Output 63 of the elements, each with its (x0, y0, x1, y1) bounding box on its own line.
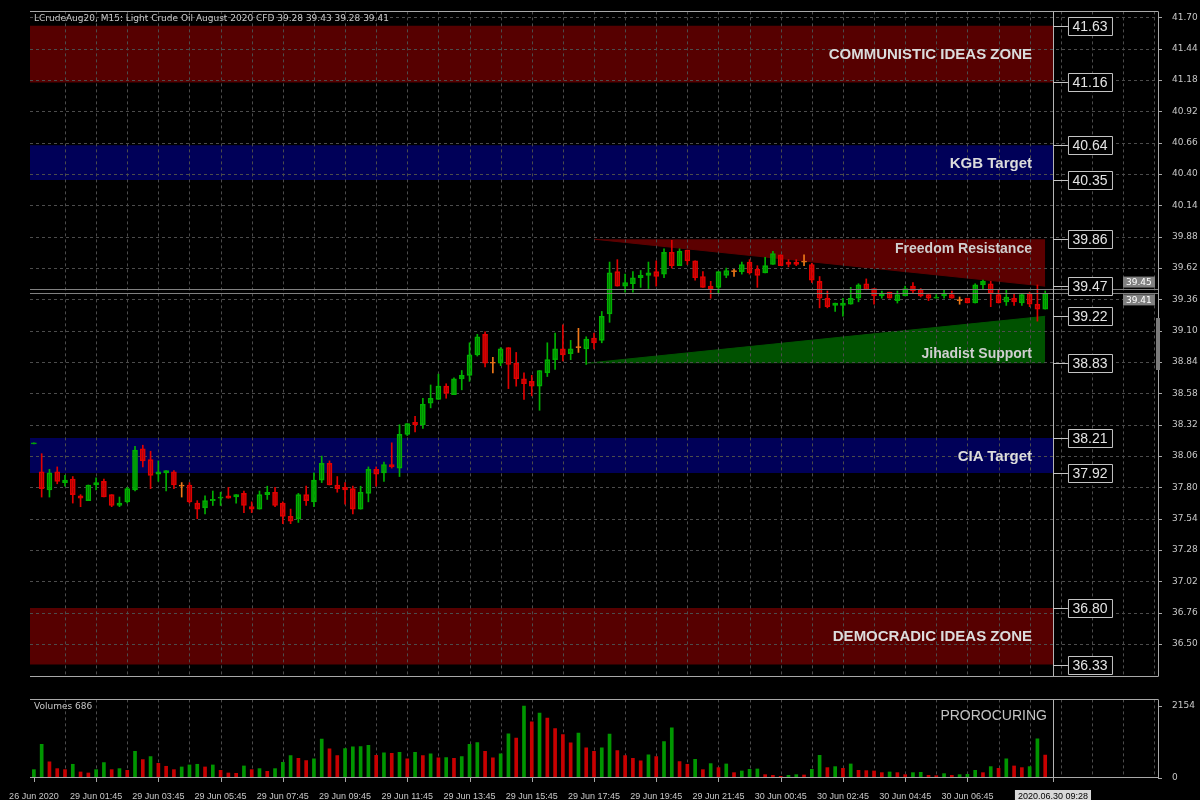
annotation: 40.35 (1072, 172, 1108, 189)
y-tick-label: 38.58 (1172, 387, 1199, 398)
x-tick-label: 29 Jun 01:45 (70, 790, 123, 800)
ref-line-label: 39.45 (1126, 276, 1152, 287)
y-tick-label: 37.02 (1172, 575, 1198, 586)
annotation: PROROCURING (940, 707, 1047, 724)
annotation: 36.33 (1072, 657, 1108, 674)
y-tick-label: 41.70 (1172, 11, 1199, 22)
x-tick-label: 29 Jun 13:45 (443, 790, 496, 800)
band-label: COMMUNISTIC IDEAS ZONE (828, 45, 1032, 63)
y-tick-label: 2154 (1172, 700, 1196, 711)
x-tick-label: 29 Jun 17:45 (567, 790, 621, 800)
annotation: 39.47 (1072, 278, 1108, 295)
y-tick-label: 38.32 (1172, 419, 1198, 430)
x-tick-label: 29 Jun 09:45 (319, 790, 372, 800)
y-tick-label: 37.54 (1172, 513, 1199, 524)
y-tick-label: 39.88 (1172, 231, 1199, 242)
ref-line-label: 39.41 (1126, 294, 1152, 305)
y-tick-label: 40.14 (1172, 199, 1199, 210)
x-tick-label: 30 Jun 04:45 (879, 790, 932, 800)
x-tick-label: 26 Jun 2020 (9, 790, 59, 800)
y-tick-label: 39.10 (1172, 325, 1199, 336)
annotation: 38.21 (1072, 430, 1108, 447)
x-tick-label: 2020.06.30 09:28 (1017, 790, 1089, 800)
y-tick-label: 0 (1172, 772, 1178, 783)
annotation: 39.22 (1072, 308, 1108, 325)
x-tick-label: 29 Jun 07:45 (256, 790, 309, 800)
x-tick-label: 29 Jun 03:45 (132, 790, 185, 800)
y-tick-label: 40.40 (1172, 168, 1199, 179)
y-tick-label: 36.76 (1172, 607, 1199, 618)
series-label: Freedom Resistance (895, 240, 1033, 257)
x-tick-label: 30 Jun 00:45 (754, 790, 807, 800)
band-label: DEMOCRADIC IDEAS ZONE (832, 627, 1032, 645)
annotation: 38.83 (1072, 355, 1108, 372)
y-tick-label: 39.36 (1172, 293, 1199, 304)
annotation: 36.80 (1072, 600, 1108, 617)
annotation: 41.63 (1072, 18, 1108, 35)
y-tick-label: 36.50 (1172, 638, 1199, 649)
series-label: Jihadist Support (921, 345, 1033, 362)
y-tick-label: 37.80 (1172, 481, 1199, 492)
band-label: KGB Target (949, 153, 1032, 171)
annotation: 37.92 (1072, 465, 1108, 482)
annotation: 39.86 (1072, 231, 1108, 248)
y-tick-label: 38.84 (1172, 356, 1199, 367)
y-tick-label: 38.06 (1172, 450, 1199, 461)
x-tick-label: 29 Jun 11:45 (381, 790, 433, 800)
chart-title: LCrudeAug20, M15: Light Crude Oil August 2020 CFD 39.28 39.43 39.28 39.41 (34, 13, 389, 24)
annotation: 40.64 (1072, 137, 1108, 154)
band-label: CIA Target (957, 446, 1032, 464)
y-tick-label: 41.44 (1172, 43, 1199, 54)
x-tick-label: 30 Jun 06:45 (941, 790, 994, 800)
chart-title: Volumes 686 (34, 701, 93, 712)
x-tick-label: 29 Jun 15:45 (505, 790, 558, 800)
y-tick-label: 40.92 (1172, 105, 1198, 116)
y-tick-label: 40.66 (1172, 137, 1199, 148)
x-tick-label: 29 Jun 05:45 (194, 790, 247, 800)
annotation: 41.16 (1072, 74, 1108, 91)
y-tick-label: 39.62 (1172, 262, 1198, 273)
y-tick-label: 41.18 (1172, 74, 1199, 85)
x-tick-label: 29 Jun 21:45 (692, 790, 745, 800)
x-tick-label: 29 Jun 19:45 (630, 790, 683, 800)
y-tick-label: 37.28 (1172, 544, 1199, 555)
x-tick-label: 30 Jun 02:45 (816, 790, 869, 800)
